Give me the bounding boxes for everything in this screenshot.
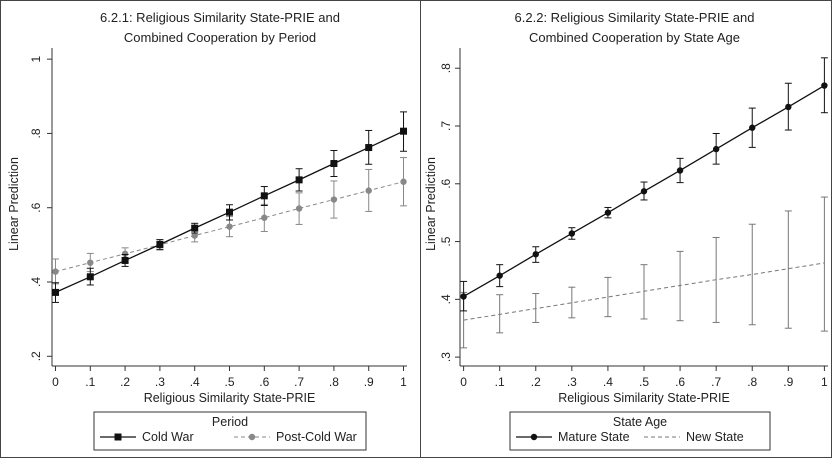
series-mature-state [460,57,828,312]
data-point [821,82,828,89]
data-point [460,293,467,300]
y-tick-label: .7 [439,121,453,131]
data-point [330,196,338,203]
data-point [496,272,503,279]
y-tick-label: .2 [29,351,43,361]
data-point [604,209,612,216]
data-point [712,145,720,153]
chart-title-line: Combined Cooperation by State Age [529,30,740,45]
data-point [749,124,756,131]
x-tick-label: .3 [567,375,577,389]
x-tick-label: .5 [224,375,234,389]
x-tick-label: .8 [329,375,339,389]
x-tick-label: .2 [531,375,541,389]
data-point [260,192,268,200]
x-tick-label: 1 [400,375,407,389]
x-tick-label: .6 [675,375,685,389]
y-axis-label: Linear Prediction [424,157,438,251]
x-tick-label: .2 [120,375,130,389]
data-point [400,178,407,185]
x-tick-label: .7 [294,375,304,389]
x-tick-label: .3 [155,375,165,389]
data-point [400,127,408,135]
legend-swatch-marker [530,433,538,441]
y-tick-label: .5 [439,236,453,246]
legend-swatch-marker [114,433,122,441]
legend-title: Period [212,415,248,429]
data-point [121,256,129,264]
data-point [121,250,129,257]
x-tick-label: .1 [85,375,95,389]
x-tick-label: .1 [495,375,505,389]
legend-box [509,411,771,451]
y-tick-label: .6 [439,178,453,188]
data-point [568,230,576,237]
x-axis-label: Religious Similarity State-PRIE [558,391,730,405]
y-tick-label: .8 [29,128,43,138]
y-tick-label: .4 [29,277,43,287]
legend: Period Cold War Post-Cold War [93,411,367,451]
chart-title-line: 6.2.2: Religious Similarity State-PRIE a… [515,10,755,25]
data-point [52,268,59,275]
chart-title-line: Combined Cooperation by Period [124,30,316,45]
x-tick-label: .9 [783,375,793,389]
x-tick-label: 0 [52,375,59,389]
x-tick-label: .8 [747,375,757,389]
legend-title: State Age [613,415,667,429]
legend-label: Mature State [558,430,630,444]
data-point [785,103,792,111]
data-point [330,160,338,168]
data-point [295,176,303,184]
series-new-state [460,196,828,349]
x-tick-label: .4 [190,375,200,389]
data-point [87,259,94,266]
data-point [532,251,539,258]
chart-title-line: 6.2.1: Religious Similarity State-PRIE a… [100,10,340,25]
data-point [226,223,233,230]
data-point [676,167,684,174]
data-point [86,273,94,281]
x-tick-label: 0 [460,375,467,389]
legend-label: Post-Cold War [276,430,357,444]
data-point [640,188,648,195]
x-tick-label: .4 [603,375,613,389]
legend-label: Cold War [142,430,194,444]
plot-area [52,48,407,360]
x-axis-label: Religious Similarity State-PRIE [144,391,316,405]
data-point [295,205,303,212]
y-tick-label: .4 [439,294,453,304]
chart-panel-2: 6.2.2: Religious Similarity State-PRIE a… [424,10,828,451]
series-line [55,181,404,273]
data-point [191,232,198,239]
series-line [463,262,825,321]
legend-label: New State [686,430,744,444]
y-tick-label: .3 [439,352,453,362]
x-tick-label: .5 [639,375,649,389]
data-point [365,144,373,152]
series-cold-war [51,111,408,303]
data-point [261,214,268,221]
data-point [51,288,59,296]
y-axis-label: Linear Prediction [7,157,21,251]
x-tick-label: .7 [711,375,721,389]
x-tick-label: 1 [821,375,828,389]
data-point [365,187,372,194]
chart-panel-1: 6.2.1: Religious Similarity State-PRIE a… [7,10,408,451]
data-point [156,240,164,248]
data-point [191,224,199,232]
x-tick-label: .9 [364,375,374,389]
x-tick-label: .6 [259,375,269,389]
y-tick-label: .6 [29,202,43,212]
legend-swatch-marker [248,433,256,441]
y-tick-label: 1 [29,55,43,62]
data-point [226,208,233,216]
y-tick-label: .8 [439,63,453,73]
legend-box [93,411,367,451]
